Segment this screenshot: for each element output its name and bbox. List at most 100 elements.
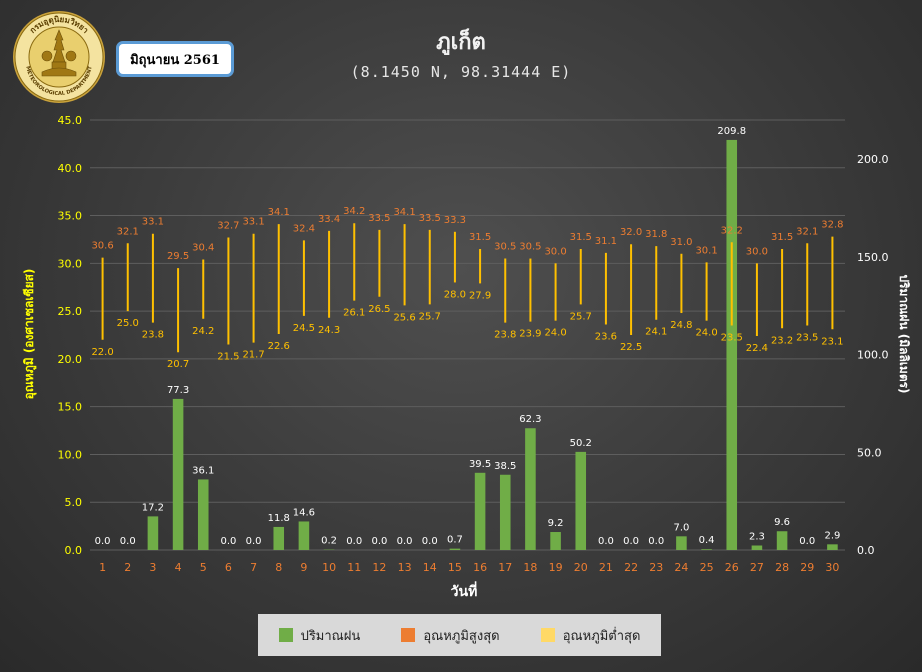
rain-bar xyxy=(676,536,687,550)
legend-item-min-temp: อุณหภูมิต่ำสุด xyxy=(540,625,641,646)
max-temp-label: 32.8 xyxy=(821,220,843,231)
x-tick-label: 5 xyxy=(200,561,207,574)
y-left-tick-label: 25.0 xyxy=(58,305,83,318)
min-temp-label: 23.2 xyxy=(771,335,793,346)
x-tick-label: 4 xyxy=(175,561,182,574)
rain-bar xyxy=(273,526,285,550)
rain-bar xyxy=(172,398,184,550)
x-tick-label: 21 xyxy=(599,561,613,574)
chart-title: ภูเก็ต xyxy=(436,30,486,55)
rain-value-label: 17.2 xyxy=(142,502,164,513)
max-temp-label: 30.5 xyxy=(494,242,516,253)
min-temp-label: 21.7 xyxy=(242,350,264,361)
x-tick-label: 15 xyxy=(448,561,462,574)
y-right-tick-label: 0.0 xyxy=(857,544,875,557)
y-left-tick-label: 40.0 xyxy=(58,162,83,175)
y-left-tick-label: 10.0 xyxy=(58,448,83,461)
max-temp-label: 30.1 xyxy=(695,245,717,256)
rain-value-label: 209.8 xyxy=(717,126,746,137)
rain-value-label: 2.3 xyxy=(749,532,765,543)
x-tick-label: 7 xyxy=(250,561,257,574)
legend-swatch-min-temp xyxy=(540,628,555,642)
x-tick-label: 28 xyxy=(775,561,789,574)
y-axis-left-label: อุณหภูมิ (องศาเซลเซียส) xyxy=(22,269,37,400)
x-tick-label: 20 xyxy=(574,561,588,574)
rain-bar xyxy=(197,479,209,550)
rain-value-label: 9.2 xyxy=(548,518,564,529)
legend-swatch-max-temp xyxy=(401,628,416,642)
rain-value-label: 0.0 xyxy=(371,536,387,547)
max-temp-label: 32.7 xyxy=(217,221,239,232)
min-temp-label: 23.5 xyxy=(721,332,743,343)
y-left-tick-label: 15.0 xyxy=(58,401,83,414)
x-tick-label: 6 xyxy=(225,561,232,574)
y-left-tick-label: 0.0 xyxy=(65,544,83,557)
min-temp-label: 24.3 xyxy=(318,325,340,336)
rain-value-label: 0.0 xyxy=(346,536,362,547)
legend-item-max-temp: อุณหภูมิสูงสุด xyxy=(401,625,500,646)
rain-bar xyxy=(147,516,159,550)
min-temp-label: 23.8 xyxy=(142,330,164,341)
legend-label-min-temp: อุณหภูมิต่ำสุด xyxy=(562,628,641,644)
max-temp-label: 31.5 xyxy=(570,232,592,243)
y-right-tick-label: 150.0 xyxy=(857,251,889,264)
max-temp-label: 31.0 xyxy=(670,237,692,248)
rain-value-label: 0.0 xyxy=(623,536,639,547)
y-right-tick-label: 50.0 xyxy=(857,446,882,459)
x-tick-label: 22 xyxy=(624,561,638,574)
rain-bar xyxy=(298,521,310,550)
rain-value-label: 50.2 xyxy=(570,438,592,449)
x-tick-label: 13 xyxy=(398,561,412,574)
y-right-tick-label: 200.0 xyxy=(857,153,889,166)
rain-value-label: 0.7 xyxy=(447,535,463,546)
min-temp-label: 21.5 xyxy=(217,352,239,363)
chart-subtitle: (8.1450 N, 98.31444 E) xyxy=(350,63,572,81)
rain-value-label: 38.5 xyxy=(494,461,516,472)
max-temp-label: 32.0 xyxy=(620,227,642,238)
x-tick-label: 23 xyxy=(649,561,663,574)
x-tick-label: 26 xyxy=(725,561,739,574)
y-left-tick-label: 20.0 xyxy=(58,353,83,366)
max-temp-label: 32.1 xyxy=(796,226,818,237)
x-tick-label: 30 xyxy=(825,561,839,574)
y-axis-right-label: ปริมาณฝน (มิลลิเมตร) xyxy=(897,274,911,393)
min-temp-label: 23.9 xyxy=(519,329,541,340)
rain-bar xyxy=(499,474,511,550)
x-tick-label: 9 xyxy=(300,561,307,574)
x-tick-label: 3 xyxy=(149,561,156,574)
tmd-logo-seal: กรมอุตุนิยมวิทยา METEOROLOGICAL DEPARTME… xyxy=(13,11,105,103)
gridlines xyxy=(90,119,845,551)
x-tick-label: 10 xyxy=(322,561,336,574)
max-temp-label: 32.4 xyxy=(293,223,315,234)
min-temp-label: 28.0 xyxy=(444,289,466,300)
max-temp-label: 31.5 xyxy=(469,232,491,243)
min-temp-label: 23.6 xyxy=(595,331,617,342)
rain-value-label: 9.6 xyxy=(774,517,790,528)
rain-bars xyxy=(147,139,838,550)
rain-value-label: 36.1 xyxy=(192,465,214,476)
max-temp-label: 33.5 xyxy=(419,213,441,224)
max-temp-label: 33.3 xyxy=(444,215,466,226)
min-temp-label: 24.0 xyxy=(544,328,566,339)
rain-value-label: 0.0 xyxy=(648,536,664,547)
min-temp-label: 24.1 xyxy=(645,327,667,338)
x-tick-label: 1 xyxy=(99,561,106,574)
min-temp-label: 24.5 xyxy=(293,323,315,334)
x-tick-label: 19 xyxy=(549,561,563,574)
x-tick-label: 27 xyxy=(750,561,764,574)
month-label: มิถุนายน 2561 xyxy=(130,52,220,68)
min-temp-label: 23.5 xyxy=(796,332,818,343)
max-temp-label: 33.4 xyxy=(318,214,340,225)
min-temp-label: 26.1 xyxy=(343,308,365,319)
y-left-tick-label: 45.0 xyxy=(58,114,83,127)
rain-bar xyxy=(827,544,838,550)
max-temp-label: 31.8 xyxy=(645,229,667,240)
rain-bar xyxy=(449,548,461,550)
rain-value-label: 0.0 xyxy=(95,536,111,547)
rain-value-label: 0.2 xyxy=(321,536,337,547)
rain-bar xyxy=(575,451,587,550)
max-temp-label: 30.6 xyxy=(91,241,113,252)
rain-value-label: 2.9 xyxy=(824,530,840,541)
x-tick-label: 18 xyxy=(523,561,537,574)
